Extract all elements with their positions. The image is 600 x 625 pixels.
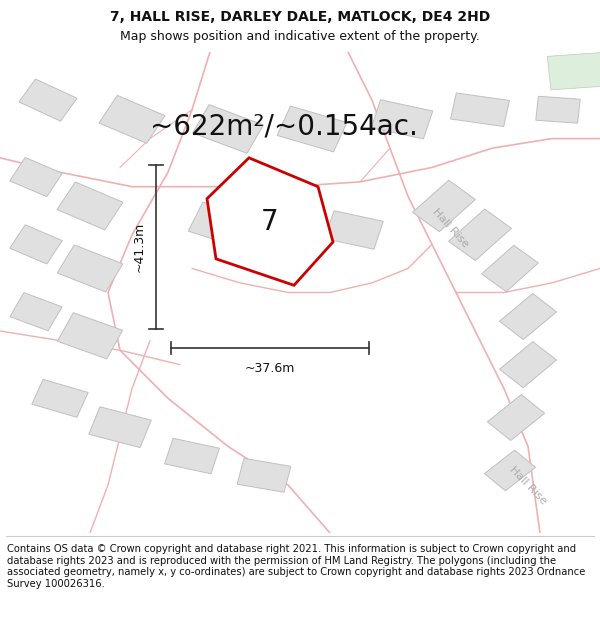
Polygon shape: [258, 214, 318, 256]
Polygon shape: [487, 394, 545, 441]
Polygon shape: [547, 52, 600, 90]
Polygon shape: [325, 211, 383, 249]
Text: Hall Rise: Hall Rise: [508, 464, 548, 506]
Polygon shape: [277, 106, 347, 152]
Polygon shape: [10, 225, 62, 264]
Polygon shape: [536, 96, 580, 123]
Polygon shape: [484, 450, 536, 491]
Polygon shape: [58, 312, 122, 359]
Text: Hall Rise: Hall Rise: [430, 206, 470, 249]
Polygon shape: [10, 158, 62, 197]
Text: Map shows position and indicative extent of the property.: Map shows position and indicative extent…: [120, 29, 480, 42]
Polygon shape: [451, 93, 509, 126]
Text: 7: 7: [260, 208, 278, 236]
Polygon shape: [449, 209, 511, 261]
Polygon shape: [89, 407, 151, 447]
Polygon shape: [188, 202, 256, 248]
Polygon shape: [32, 379, 88, 418]
Polygon shape: [10, 292, 62, 331]
Polygon shape: [499, 342, 557, 388]
Polygon shape: [482, 245, 538, 292]
Polygon shape: [19, 79, 77, 121]
Text: Contains OS data © Crown copyright and database right 2021. This information is : Contains OS data © Crown copyright and d…: [7, 544, 586, 589]
Polygon shape: [371, 100, 433, 139]
Polygon shape: [499, 294, 557, 339]
Polygon shape: [207, 158, 333, 285]
Polygon shape: [413, 180, 475, 232]
Polygon shape: [57, 245, 123, 292]
Polygon shape: [99, 96, 165, 143]
Polygon shape: [193, 104, 263, 153]
Text: ~37.6m: ~37.6m: [245, 362, 295, 375]
Text: 7, HALL RISE, DARLEY DALE, MATLOCK, DE4 2HD: 7, HALL RISE, DARLEY DALE, MATLOCK, DE4 …: [110, 11, 490, 24]
Text: ~41.3m: ~41.3m: [132, 222, 145, 272]
Polygon shape: [164, 438, 220, 474]
Text: ~622m²/~0.154ac.: ~622m²/~0.154ac.: [150, 112, 418, 141]
Polygon shape: [57, 182, 123, 230]
Polygon shape: [237, 458, 291, 492]
